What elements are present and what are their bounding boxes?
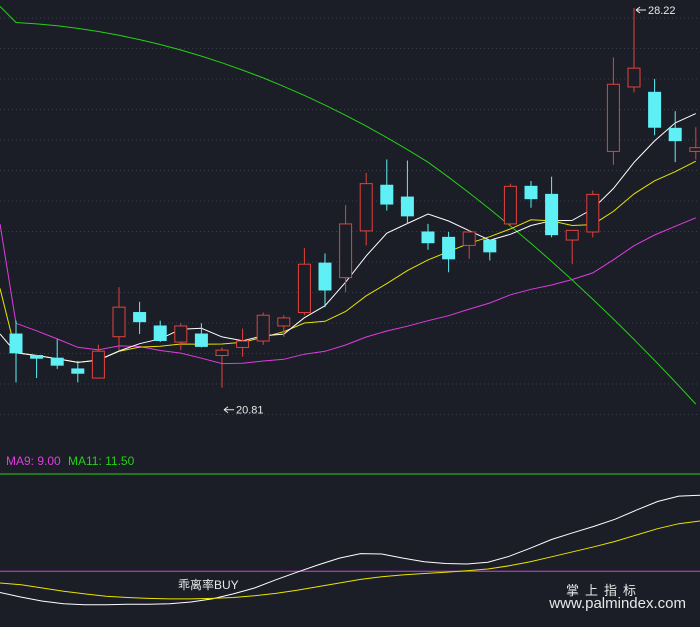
candle-up xyxy=(297,263,311,314)
candle-down xyxy=(545,193,559,236)
candle-down xyxy=(133,312,147,323)
legend-ma9: MA9: 9.00 xyxy=(6,454,61,468)
candle-down xyxy=(648,91,662,128)
candle-down xyxy=(380,184,394,205)
min-price-label-arrowhead xyxy=(223,406,229,414)
candle-up xyxy=(91,350,105,379)
candle-down xyxy=(194,333,208,347)
candle-down xyxy=(153,325,167,341)
candle-down xyxy=(30,355,44,359)
candle-down xyxy=(421,231,435,244)
legend-ma11: MA11: 11.50 xyxy=(68,454,135,468)
candle-down xyxy=(483,239,497,253)
candle-down xyxy=(50,357,64,366)
max-price-label-arrowhead xyxy=(635,6,641,14)
candle-up xyxy=(277,317,291,327)
candle-down xyxy=(400,196,414,217)
candle-down xyxy=(71,368,85,374)
candle-up xyxy=(689,147,700,152)
ma-slow-line xyxy=(0,217,696,365)
candle-up xyxy=(174,325,188,343)
candle-up xyxy=(462,231,476,246)
candle-up xyxy=(112,306,126,338)
candle-up xyxy=(503,185,517,225)
watermark-cn: 掌上指标 xyxy=(565,583,642,598)
min-price-label: 20.81 xyxy=(236,405,264,417)
candle-down xyxy=(318,262,332,291)
indicator-line-white xyxy=(0,494,700,606)
candle-up xyxy=(215,349,229,357)
candle-down xyxy=(442,236,456,260)
candle-down xyxy=(668,127,682,142)
candle-up xyxy=(627,67,641,88)
candle-up xyxy=(565,229,579,241)
candle-up xyxy=(339,223,353,279)
candle-down xyxy=(524,185,538,200)
candle-up xyxy=(236,340,250,348)
indicator-line-yellow xyxy=(0,520,700,600)
max-price-label: 28.22 xyxy=(648,5,676,17)
candle-up xyxy=(586,193,600,233)
candle-up xyxy=(256,314,270,342)
candle-up xyxy=(359,183,373,232)
candle-up xyxy=(606,83,620,152)
candle-down xyxy=(9,333,23,354)
ma-long-line xyxy=(0,6,697,405)
watermark-url: www.palmindex.com xyxy=(549,595,686,612)
buy-signal-label: 乖离率BUY xyxy=(178,578,239,592)
